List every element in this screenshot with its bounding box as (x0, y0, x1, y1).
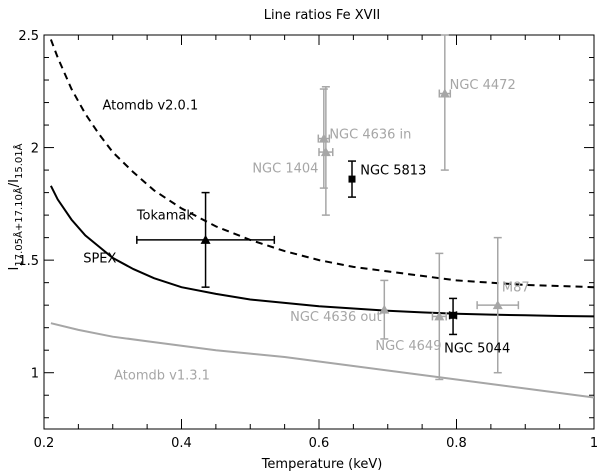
x-tick-label: 0.8 (446, 436, 467, 451)
y-tick-label: 2.5 (18, 29, 39, 44)
annotation-label: Tokamak (136, 209, 195, 224)
annotation-label: NGC 4636 out (290, 310, 382, 325)
data-point (320, 147, 331, 157)
data-point (348, 175, 356, 183)
series-line (49, 39, 594, 289)
annotation-label: Atomdb v2.0.1 (102, 98, 198, 113)
x-tick-label: 0.6 (309, 436, 330, 451)
y-label-base2: I (7, 179, 22, 183)
data-point (434, 311, 445, 321)
y-label-base: I (7, 267, 22, 271)
x-tick-label: 0.2 (34, 436, 55, 451)
annotation-label: NGC 1404 (252, 161, 318, 176)
annotation-label: SPEX (83, 251, 116, 266)
y-tick-label: 2 (31, 142, 39, 157)
annotation-label: NGC 4472 (450, 78, 516, 93)
annotation-label: M87 (502, 281, 530, 296)
data-point (200, 234, 211, 244)
data-point (449, 311, 457, 319)
annotation-label: NGC 4636 in (329, 128, 411, 143)
series-line (50, 185, 594, 318)
data-point (379, 304, 390, 314)
y-label-slash: / (7, 182, 22, 187)
annotation-label: NGC 5044 (444, 341, 510, 356)
data-point (492, 300, 503, 310)
x-axis-label: Temperature (keV) (261, 457, 383, 472)
annotation-label: NGC 4649 (375, 339, 441, 354)
data-point (439, 88, 450, 98)
y-axis-label: I17.05Å+17.10Å/I15.01Å (7, 143, 25, 270)
y-label-numerator-sub: 17.05Å+17.10Å (12, 187, 25, 266)
annotation-label: Atomdb v1.3.1 (114, 368, 210, 383)
x-tick-label: 1 (590, 436, 598, 451)
plot-area: 0.2 0.4 0.6 0.8 1 1 1.5 2 2.5 Atomdb v2.0.1 Tokama… (18, 29, 598, 451)
series-line (50, 322, 594, 399)
y-tick-label: 1 (31, 367, 39, 382)
annotation-label: NGC 5813 (360, 164, 426, 179)
x-tick-label: 0.4 (171, 436, 192, 451)
y-label-denominator-sub: 15.01Å (12, 143, 25, 179)
chart-title: Line ratios Fe XVII (264, 8, 380, 23)
y-tick-label: 1.5 (18, 254, 39, 269)
